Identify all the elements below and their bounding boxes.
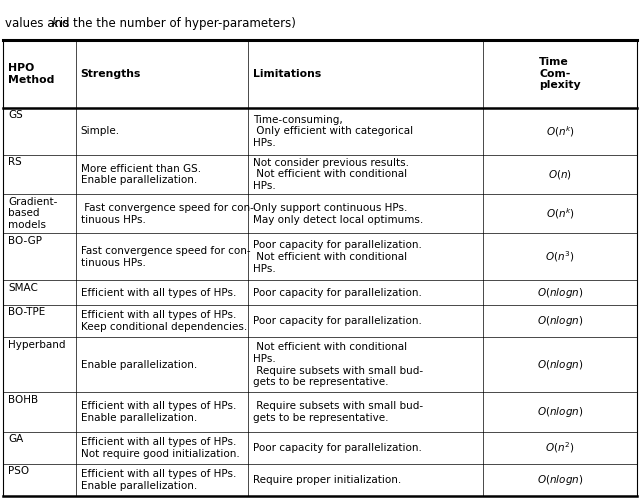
Text: More efficient than GS.
Enable parallelization.: More efficient than GS. Enable paralleli…	[81, 164, 201, 185]
Text: RS: RS	[8, 157, 22, 167]
Text: Not efficient with conditional
HPs.
 Require subsets with small bud-
gets to be : Not efficient with conditional HPs. Requ…	[253, 342, 424, 387]
Text: $O(n^3)$: $O(n^3)$	[545, 250, 575, 264]
Text: $O(nlogn)$: $O(nlogn)$	[537, 405, 583, 419]
Text: Require proper initialization.: Require proper initialization.	[253, 475, 402, 485]
Text: Only support continuous HPs.
May only detect local optimums.: Only support continuous HPs. May only de…	[253, 203, 424, 224]
Text: Gradient-
based
models: Gradient- based models	[8, 196, 58, 230]
Text: Not consider previous results.
 Not efficient with conditional
HPs.: Not consider previous results. Not effic…	[253, 158, 410, 191]
Text: Efficient with all types of HPs.
Enable parallelization.: Efficient with all types of HPs. Enable …	[81, 402, 236, 423]
Text: HPO
Method: HPO Method	[8, 63, 54, 84]
Text: k: k	[52, 17, 59, 30]
Text: PSO: PSO	[8, 466, 29, 476]
Text: Poor capacity for parallelization.: Poor capacity for parallelization.	[253, 288, 422, 298]
Text: SMAC: SMAC	[8, 283, 38, 293]
Text: $O(n)$: $O(n)$	[548, 168, 572, 181]
Text: Poor capacity for parallelization.
 Not efficient with conditional
HPs.: Poor capacity for parallelization. Not e…	[253, 240, 422, 274]
Text: Efficient with all types of HPs.
Enable parallelization.: Efficient with all types of HPs. Enable …	[81, 469, 236, 491]
Text: Efficient with all types of HPs.
Not require good initialization.: Efficient with all types of HPs. Not req…	[81, 437, 239, 458]
Text: $O(nlogn)$: $O(nlogn)$	[537, 473, 583, 487]
Text: $O(n^k)$: $O(n^k)$	[545, 206, 575, 221]
Text: BO-GP: BO-GP	[8, 236, 42, 246]
Text: Fast convergence speed for con-
tinuous HPs.: Fast convergence speed for con- tinuous …	[81, 246, 250, 268]
Text: Poor capacity for parallelization.: Poor capacity for parallelization.	[253, 443, 422, 453]
Text: Strengths: Strengths	[81, 69, 141, 79]
Text: Efficient with all types of HPs.: Efficient with all types of HPs.	[81, 288, 236, 298]
Text: Limitations: Limitations	[253, 69, 322, 79]
Text: GA: GA	[8, 434, 24, 444]
Text: values and: values and	[5, 17, 74, 30]
Text: Poor capacity for parallelization.: Poor capacity for parallelization.	[253, 316, 422, 326]
Text: Enable parallelization.: Enable parallelization.	[81, 360, 197, 370]
Text: Require subsets with small bud-
gets to be representative.: Require subsets with small bud- gets to …	[253, 402, 424, 423]
Text: Simple.: Simple.	[81, 126, 120, 136]
Text: Time-consuming,
 Only efficient with categorical
HPs.: Time-consuming, Only efficient with cate…	[253, 114, 413, 148]
Text: Hyperband: Hyperband	[8, 340, 66, 349]
Text: $O(nlogn)$: $O(nlogn)$	[537, 286, 583, 300]
Text: Efficient with all types of HPs.
Keep conditional dependencies.: Efficient with all types of HPs. Keep co…	[81, 310, 247, 332]
Text: Fast convergence speed for con-
tinuous HPs.: Fast convergence speed for con- tinuous …	[81, 203, 253, 224]
Text: is the the number of hyper-parameters): is the the number of hyper-parameters)	[56, 17, 296, 30]
Text: Time
Com-
plexity: Time Com- plexity	[539, 58, 581, 90]
Text: $O(nlogn)$: $O(nlogn)$	[537, 358, 583, 372]
Text: BOHB: BOHB	[8, 395, 38, 405]
Text: BO-TPE: BO-TPE	[8, 308, 45, 318]
Text: $O(n^k)$: $O(n^k)$	[545, 124, 575, 138]
Text: $O(nlogn)$: $O(nlogn)$	[537, 314, 583, 328]
Text: $O(n^2)$: $O(n^2)$	[545, 440, 575, 456]
Text: GS: GS	[8, 110, 23, 120]
